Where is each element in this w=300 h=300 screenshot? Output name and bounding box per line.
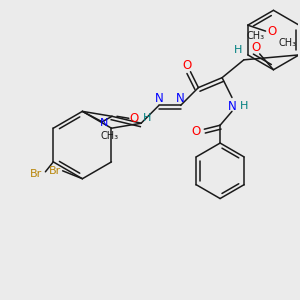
Text: CH₃: CH₃ [101,130,119,141]
Text: N: N [176,92,185,105]
Text: Br: Br [29,169,42,179]
Text: O: O [192,125,201,138]
Text: CH₃: CH₃ [278,38,296,48]
Text: H: H [240,101,248,111]
Text: CH₃: CH₃ [247,31,265,41]
Text: N: N [154,92,163,105]
Text: H: H [234,45,242,55]
Text: N: N [228,100,236,113]
Text: O: O [129,112,138,125]
Text: O: O [267,25,276,38]
Text: Br: Br [49,166,61,176]
Text: O: O [251,41,260,55]
Text: N: N [100,118,108,128]
Text: H: H [142,113,151,123]
Text: O: O [182,59,191,72]
